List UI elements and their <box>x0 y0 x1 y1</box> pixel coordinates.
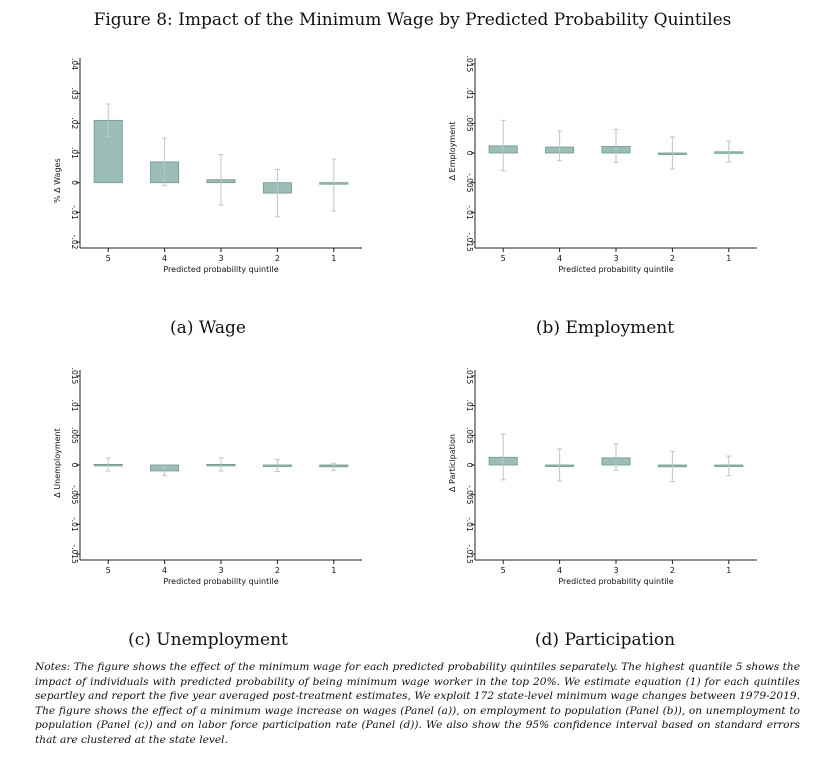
y-tick-label: .015 <box>465 368 474 385</box>
y-tick-label: -.01 <box>70 517 79 532</box>
x-tick-label: 2 <box>275 254 280 263</box>
x-axis-label: Predicted probability quintile <box>558 577 673 586</box>
x-tick-label: 4 <box>557 254 562 263</box>
panel-d-caption: (d) Participation <box>534 630 676 650</box>
x-tick-label: 3 <box>613 254 618 263</box>
figure-notes: Notes: The figure shows the effect of th… <box>35 661 800 746</box>
x-tick-label: 4 <box>557 566 562 575</box>
x-tick-label: 1 <box>726 254 731 263</box>
x-axis-label: Predicted probability quintile <box>163 577 278 586</box>
y-axis-label: % Δ Wages <box>53 158 62 203</box>
y-axis-label: Δ Unemployment <box>53 428 62 498</box>
y-axis-label: Δ Employment <box>448 122 457 181</box>
y-tick-label: 0 <box>465 463 474 468</box>
x-tick-label: 1 <box>331 254 336 263</box>
x-tick-label: 5 <box>501 566 506 575</box>
y-tick-label: .03 <box>70 88 79 100</box>
x-tick-label: 3 <box>218 254 223 263</box>
y-tick-label: .005 <box>465 115 474 132</box>
x-tick-label: 5 <box>106 254 111 263</box>
y-tick-label: .01 <box>70 400 79 412</box>
y-tick-label: .005 <box>465 427 474 444</box>
x-tick-label: 1 <box>726 566 731 575</box>
y-tick-label: .04 <box>70 58 79 70</box>
y-tick-label: .015 <box>70 368 79 385</box>
x-axis-label: Predicted probability quintile <box>163 265 278 274</box>
x-tick-label: 4 <box>162 254 167 263</box>
figure-title: Figure 8: Impact of the Minimum Wage by … <box>93 10 732 30</box>
y-tick-label: -.015 <box>465 232 474 252</box>
y-tick-label: -.01 <box>465 205 474 220</box>
panel-c-chart: -.015 -.01 -.005 0 .005 .01 .015 Δ Unemployment… <box>53 368 362 586</box>
y-tick-label: -.015 <box>465 544 474 564</box>
y-tick-label: -.005 <box>465 173 474 193</box>
y-tick-label: -.005 <box>70 485 79 505</box>
panel-a-caption: (a) Wage <box>170 318 246 338</box>
x-tick-label: 5 <box>106 566 111 575</box>
panel-b-chart: -.015 -.01 -.005 0 .005 .01 .015 Δ Employment 5 4… <box>448 56 757 274</box>
x-tick-label: 3 <box>218 566 223 575</box>
x-tick-label: 1 <box>331 566 336 575</box>
x-tick-label: 2 <box>275 566 280 575</box>
y-tick-label: 0 <box>70 180 79 185</box>
y-tick-label: -.015 <box>70 544 79 564</box>
y-tick-label: .005 <box>70 427 79 444</box>
y-tick-label: -.005 <box>465 485 474 505</box>
y-tick-label: .01 <box>70 147 79 159</box>
y-axis-label: Δ Participation <box>448 434 457 492</box>
y-tick-label: -.01 <box>465 517 474 532</box>
x-tick-label: 2 <box>670 254 675 263</box>
x-axis-label: Predicted probability quintile <box>558 265 673 274</box>
y-tick-label: 0 <box>70 463 79 468</box>
x-tick-label: 3 <box>613 566 618 575</box>
y-tick-label: .01 <box>465 400 474 412</box>
panel-d-chart: -.015 -.01 -.005 0 .005 .01 .015 Δ Participatio… <box>448 368 757 586</box>
y-tick-label: -.01 <box>70 205 79 220</box>
x-tick-label: 4 <box>162 566 167 575</box>
y-tick-label: 0 <box>465 151 474 156</box>
panel-b-caption: (b) Employment <box>535 318 675 338</box>
y-tick-label: .02 <box>70 117 79 129</box>
y-tick-label: .01 <box>465 88 474 100</box>
y-tick-label: -.02 <box>70 235 79 250</box>
x-tick-label: 2 <box>670 566 675 575</box>
x-tick-label: 5 <box>501 254 506 263</box>
y-tick-label: .015 <box>465 56 474 73</box>
panel-c-caption: (c) Unemployment <box>128 630 288 650</box>
panel-a-chart: -.02 -.01 0 .01 .02 .03 .04 % Δ Wages 5 4 3 2 1 Predi… <box>53 58 362 274</box>
